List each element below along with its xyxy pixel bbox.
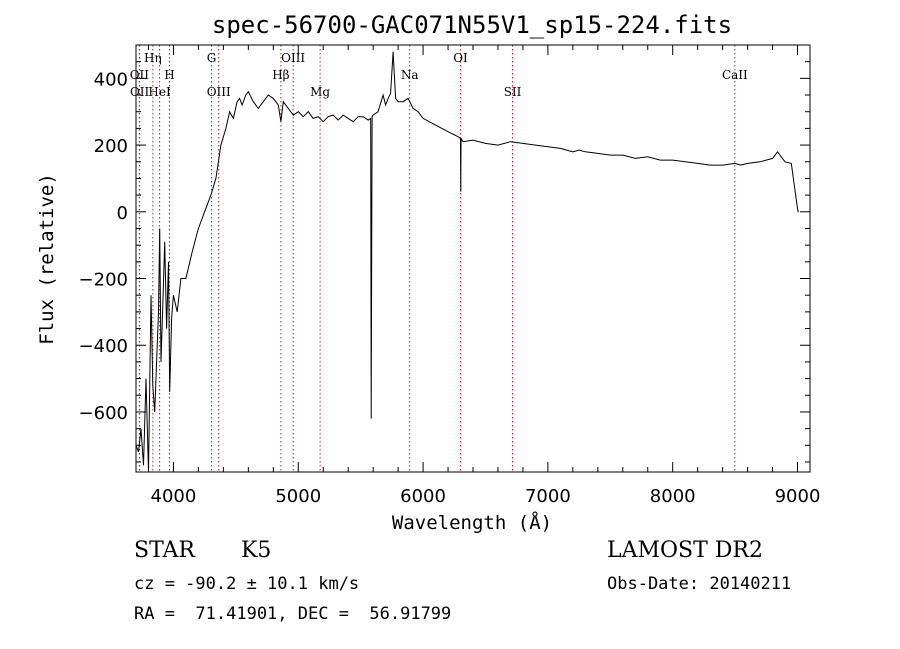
line-label-oii: OII: [130, 68, 150, 82]
x-tick-label: 4000: [151, 486, 197, 507]
line-label-oiii: OIII: [207, 85, 231, 99]
y-tick-label: 0: [117, 203, 128, 224]
x-axis: 4000 5000 6000 7000 8000 9000: [147, 45, 821, 507]
line-label-hei: HeI: [148, 85, 171, 99]
line-label-hη: Hη: [144, 51, 162, 65]
object-subclass: K5: [241, 538, 272, 563]
survey-name: LAMOST DR2: [607, 538, 763, 563]
x-tick-label: 6000: [400, 486, 446, 507]
spectral-line-markers: [138, 45, 736, 472]
line-label-oi: OI: [453, 51, 468, 65]
y-axis: −600 −400 −200 0 200 400: [79, 44, 810, 463]
line-label-oiii: OIII: [281, 51, 305, 65]
y-axis-label: Flux (relative): [36, 173, 58, 345]
spectral-line-labels: OII OII Hη HeI H G OIII Hβ OIII Mg Na OI SII CaII: [130, 51, 748, 99]
line-label-oii: OII: [130, 85, 150, 99]
y-tick-label: −600: [79, 403, 128, 424]
x-tick-label: 9000: [775, 486, 821, 507]
redshift-text: cz = -90.2 ± 10.1 km/s: [134, 574, 360, 594]
x-tick-label: 7000: [525, 486, 571, 507]
chart-title: spec-56700-GAC071N55V1_sp15-224.fits: [212, 11, 732, 39]
line-label-hβ: Hβ: [272, 68, 289, 82]
obs-date: Obs-Date: 20140211: [607, 574, 792, 594]
spectrum-chart: spec-56700-GAC071N55V1_sp15-224.fits OII…: [36, 11, 821, 534]
y-tick-label: −200: [79, 270, 128, 291]
x-tick-label: 8000: [650, 486, 696, 507]
line-label-sii: SII: [504, 85, 522, 99]
coordinates: RA = 71.41901, DEC = 56.91799: [134, 604, 452, 624]
line-label-g: G: [207, 51, 217, 65]
x-axis-label: Wavelength (Å): [392, 511, 552, 534]
y-tick-label: −400: [79, 336, 128, 357]
y-tick-label: 200: [94, 136, 128, 157]
spectrum-series-line: [135, 51, 799, 473]
line-label-h: H: [164, 68, 174, 82]
line-label-mg: Mg: [310, 85, 330, 99]
x-tick-label: 5000: [275, 486, 321, 507]
plot-frame: [135, 44, 811, 473]
line-label-na: Na: [401, 68, 419, 82]
line-label-caii: CaII: [722, 68, 748, 82]
y-tick-label: 400: [94, 69, 128, 90]
object-class: STAR: [134, 538, 195, 563]
